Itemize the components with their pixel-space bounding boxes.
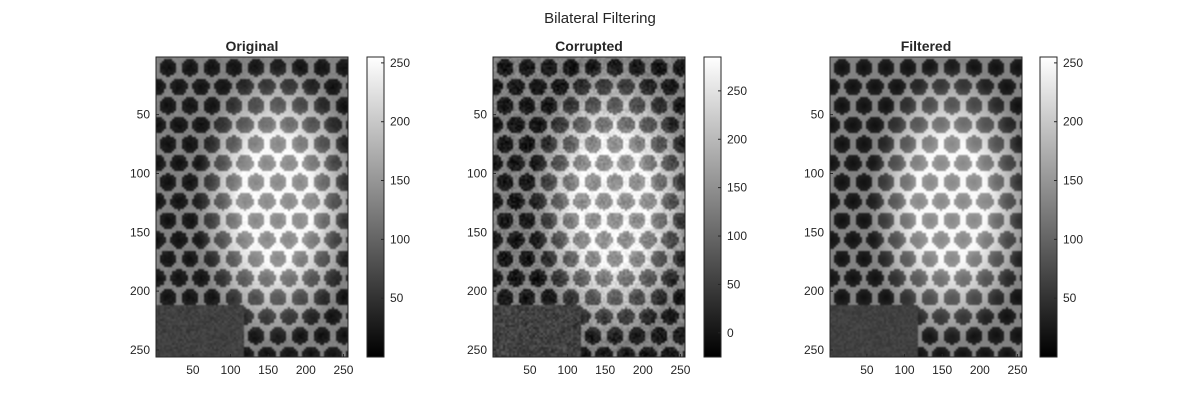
x-tick-label: 150	[932, 363, 952, 377]
y-tick-label: 50	[811, 108, 825, 122]
panel-title: Original	[226, 38, 279, 54]
panel-title: Filtered	[901, 38, 952, 54]
colorbar	[1039, 56, 1058, 358]
x-tick-label: 200	[633, 363, 653, 377]
x-tick-label: 150	[595, 363, 615, 377]
figure-title: Bilateral Filtering	[544, 10, 656, 27]
x-tick-label: 250	[333, 363, 353, 377]
colorbar-tick-label: 250	[727, 84, 747, 98]
y-tick-label: 100	[467, 166, 487, 180]
colorbar-tick-label: 50	[727, 277, 741, 291]
colorbar-tick-label: 0	[727, 326, 734, 340]
image-heatmap	[156, 57, 348, 357]
x-tick-label: 100	[221, 363, 241, 377]
colorbar-tick-label: 200	[390, 115, 410, 129]
y-tick-label: 100	[804, 166, 824, 180]
x-tick-label: 50	[860, 363, 874, 377]
colorbar	[703, 56, 722, 358]
x-tick-label: 50	[523, 363, 537, 377]
x-tick-label: 150	[258, 363, 278, 377]
colorbar	[366, 56, 385, 358]
colorbar-tick-label: 200	[727, 132, 747, 146]
y-tick-label: 150	[130, 225, 150, 239]
colorbar-tick-label: 100	[727, 229, 747, 243]
colorbar-tick-label: 150	[390, 174, 410, 188]
image-heatmap	[493, 57, 685, 357]
y-tick-label: 200	[804, 284, 824, 298]
x-tick-label: 100	[558, 363, 578, 377]
colorbar-tick-label: 100	[390, 232, 410, 246]
panel-corrupted: Corrupted 50 100 150 200 250 50 100 150 200 250 0 50…	[467, 38, 747, 377]
colorbar-tick-label: 50	[1063, 291, 1077, 305]
y-tick-label: 50	[137, 108, 151, 122]
y-tick-label: 250	[130, 343, 150, 357]
panel-filtered: Filtered 50 100 150 200 250 50 100 150 200 250 50 10…	[804, 38, 1083, 377]
x-tick-label: 50	[186, 363, 200, 377]
colorbar-tick-label: 200	[1063, 115, 1083, 129]
x-tick-label: 250	[1007, 363, 1027, 377]
colorbar-tick-label: 150	[1063, 174, 1083, 188]
panel-title: Corrupted	[555, 38, 623, 54]
axes-box	[155, 56, 349, 358]
x-tick-label: 100	[895, 363, 915, 377]
colorbar-tick-label: 100	[1063, 232, 1083, 246]
y-tick-label: 150	[804, 225, 824, 239]
x-tick-label: 200	[970, 363, 990, 377]
y-tick-label: 100	[130, 166, 150, 180]
image-heatmap	[830, 57, 1022, 357]
x-tick-label: 250	[670, 363, 690, 377]
x-tick-label: 200	[296, 363, 316, 377]
y-tick-label: 250	[804, 343, 824, 357]
y-tick-label: 200	[130, 284, 150, 298]
colorbar-tick-label: 150	[727, 181, 747, 195]
colorbar-tick-label: 50	[390, 291, 404, 305]
axes-box	[492, 56, 686, 358]
y-tick-label: 200	[467, 284, 487, 298]
y-tick-label: 50	[474, 108, 488, 122]
y-tick-label: 150	[467, 225, 487, 239]
colorbar-tick-label: 250	[390, 56, 410, 70]
panel-original: Original 50 100 150 200 250 50 100 150 200 250 50 10…	[130, 38, 410, 377]
colorbar-tick-label: 250	[1063, 56, 1083, 70]
y-tick-label: 250	[467, 343, 487, 357]
axes-box	[829, 56, 1023, 358]
